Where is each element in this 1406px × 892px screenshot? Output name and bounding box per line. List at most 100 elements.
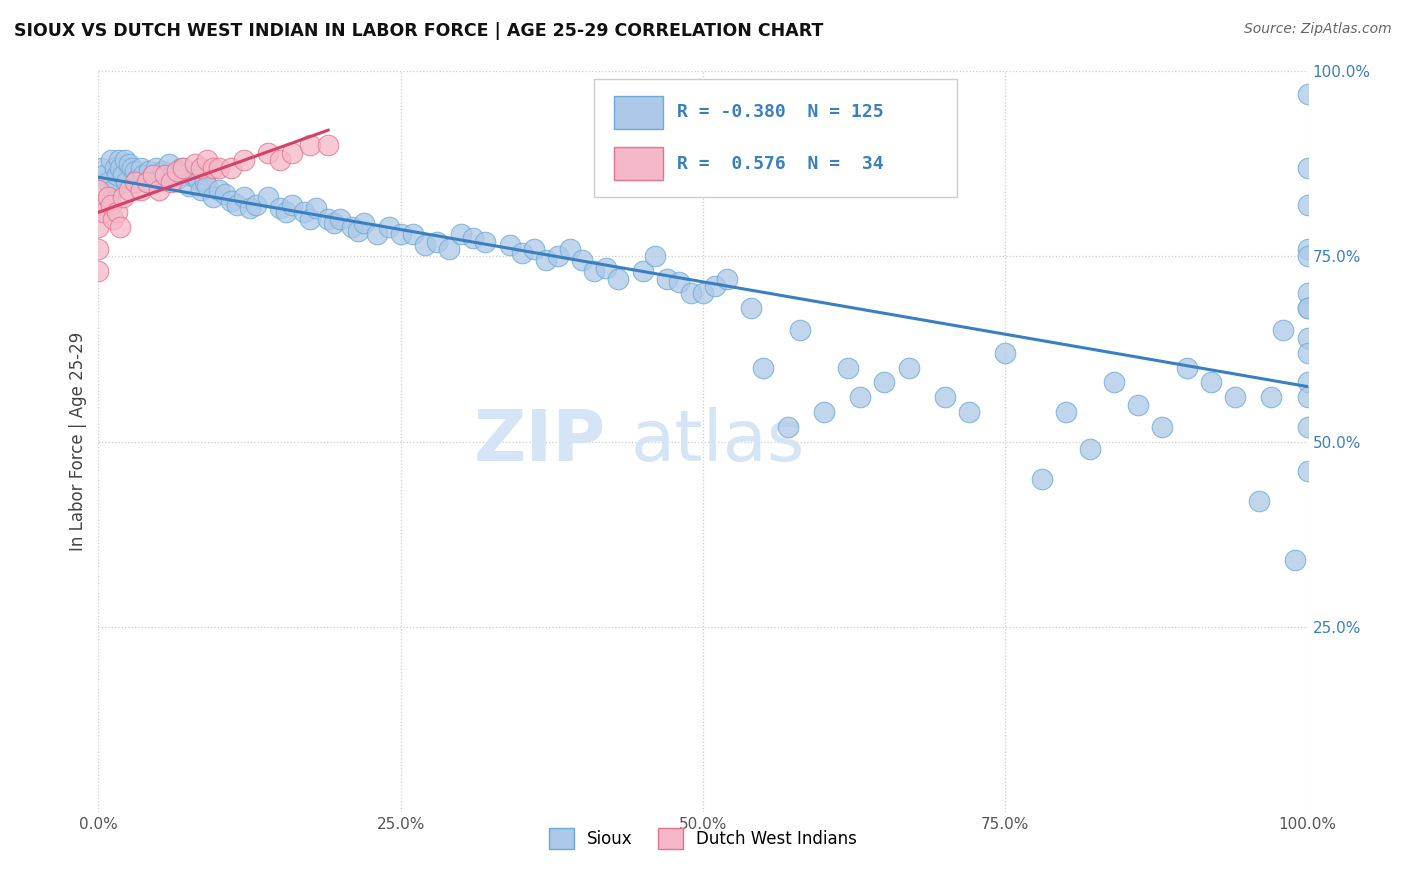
Point: [169, 161, 191, 175]
Point: [214, 186, 236, 201]
Point: [93, 205, 115, 219]
Point: [172, 168, 194, 182]
Point: [292, 205, 315, 219]
Point: [994, 345, 1017, 359]
Point: [1296, 242, 1319, 256]
Point: [716, 271, 738, 285]
Point: [498, 238, 520, 252]
Point: [299, 138, 322, 153]
Point: [437, 242, 460, 256]
Point: [221, 161, 243, 175]
Point: [124, 164, 146, 178]
Point: [1175, 360, 1198, 375]
Point: [1296, 464, 1319, 478]
Text: atlas: atlas: [630, 407, 804, 476]
Point: [1296, 286, 1319, 301]
Point: [1284, 553, 1306, 567]
FancyBboxPatch shape: [614, 95, 664, 129]
Point: [704, 279, 727, 293]
Point: [1296, 197, 1319, 211]
Point: [208, 183, 231, 197]
Point: [256, 190, 278, 204]
Point: [776, 419, 799, 434]
Point: [1296, 390, 1319, 404]
Point: [571, 253, 593, 268]
Point: [87, 264, 110, 278]
Point: [873, 376, 896, 390]
Point: [195, 179, 218, 194]
Point: [474, 235, 496, 249]
Point: [1296, 161, 1319, 175]
Point: [101, 183, 124, 197]
Point: [402, 227, 425, 242]
Point: [957, 405, 980, 419]
Point: [329, 212, 352, 227]
Point: [111, 168, 134, 182]
Point: [153, 168, 176, 182]
Point: [1031, 471, 1053, 485]
Point: [87, 219, 110, 234]
Point: [1296, 345, 1319, 359]
Point: [389, 227, 412, 242]
Point: [87, 242, 110, 256]
Point: [127, 171, 149, 186]
Point: [534, 253, 557, 268]
Point: [105, 168, 128, 182]
Point: [97, 190, 120, 204]
Point: [202, 161, 225, 175]
Point: [1296, 301, 1319, 316]
Point: [813, 405, 835, 419]
Text: SIOUX VS DUTCH WEST INDIAN IN LABOR FORCE | AGE 25-29 CORRELATION CHART: SIOUX VS DUTCH WEST INDIAN IN LABOR FORC…: [14, 22, 824, 40]
Point: [153, 168, 176, 182]
Point: [124, 175, 146, 190]
Point: [789, 324, 811, 338]
Point: [226, 197, 249, 211]
Point: [181, 169, 204, 184]
Point: [194, 175, 217, 190]
Point: [105, 205, 128, 219]
Point: [934, 390, 956, 404]
Text: R = -0.380  N = 125: R = -0.380 N = 125: [678, 103, 884, 121]
Point: [90, 161, 112, 175]
Point: [256, 145, 278, 160]
Point: [101, 212, 124, 227]
Point: [1296, 87, 1319, 101]
Point: [232, 190, 254, 204]
Point: [132, 168, 155, 182]
Point: [1296, 250, 1319, 264]
Legend: Sioux, Dutch West Indians: Sioux, Dutch West Indians: [543, 822, 863, 855]
Point: [118, 157, 141, 171]
Point: [145, 161, 167, 175]
Point: [232, 153, 254, 168]
Point: [160, 175, 183, 190]
Point: [166, 171, 188, 186]
Point: [135, 175, 157, 190]
Point: [679, 286, 702, 301]
Point: [740, 301, 762, 316]
FancyBboxPatch shape: [595, 78, 957, 197]
Point: [269, 202, 291, 216]
Point: [87, 183, 110, 197]
Point: [274, 205, 297, 219]
Point: [1296, 331, 1319, 345]
Text: Source: ZipAtlas.com: Source: ZipAtlas.com: [1244, 22, 1392, 37]
Point: [135, 175, 157, 190]
Point: [93, 168, 115, 182]
Point: [523, 242, 546, 256]
Point: [1272, 324, 1295, 338]
Point: [607, 271, 630, 285]
Point: [1199, 376, 1222, 390]
Point: [166, 164, 188, 178]
Point: [221, 194, 243, 208]
Point: [152, 164, 174, 178]
Point: [187, 171, 209, 186]
Point: [849, 390, 872, 404]
Point: [450, 227, 472, 242]
Point: [208, 161, 231, 175]
Point: [108, 153, 131, 168]
Point: [668, 276, 690, 290]
Point: [148, 183, 170, 197]
Point: [1102, 376, 1125, 390]
Point: [305, 202, 328, 216]
Text: ZIP: ZIP: [474, 407, 606, 476]
